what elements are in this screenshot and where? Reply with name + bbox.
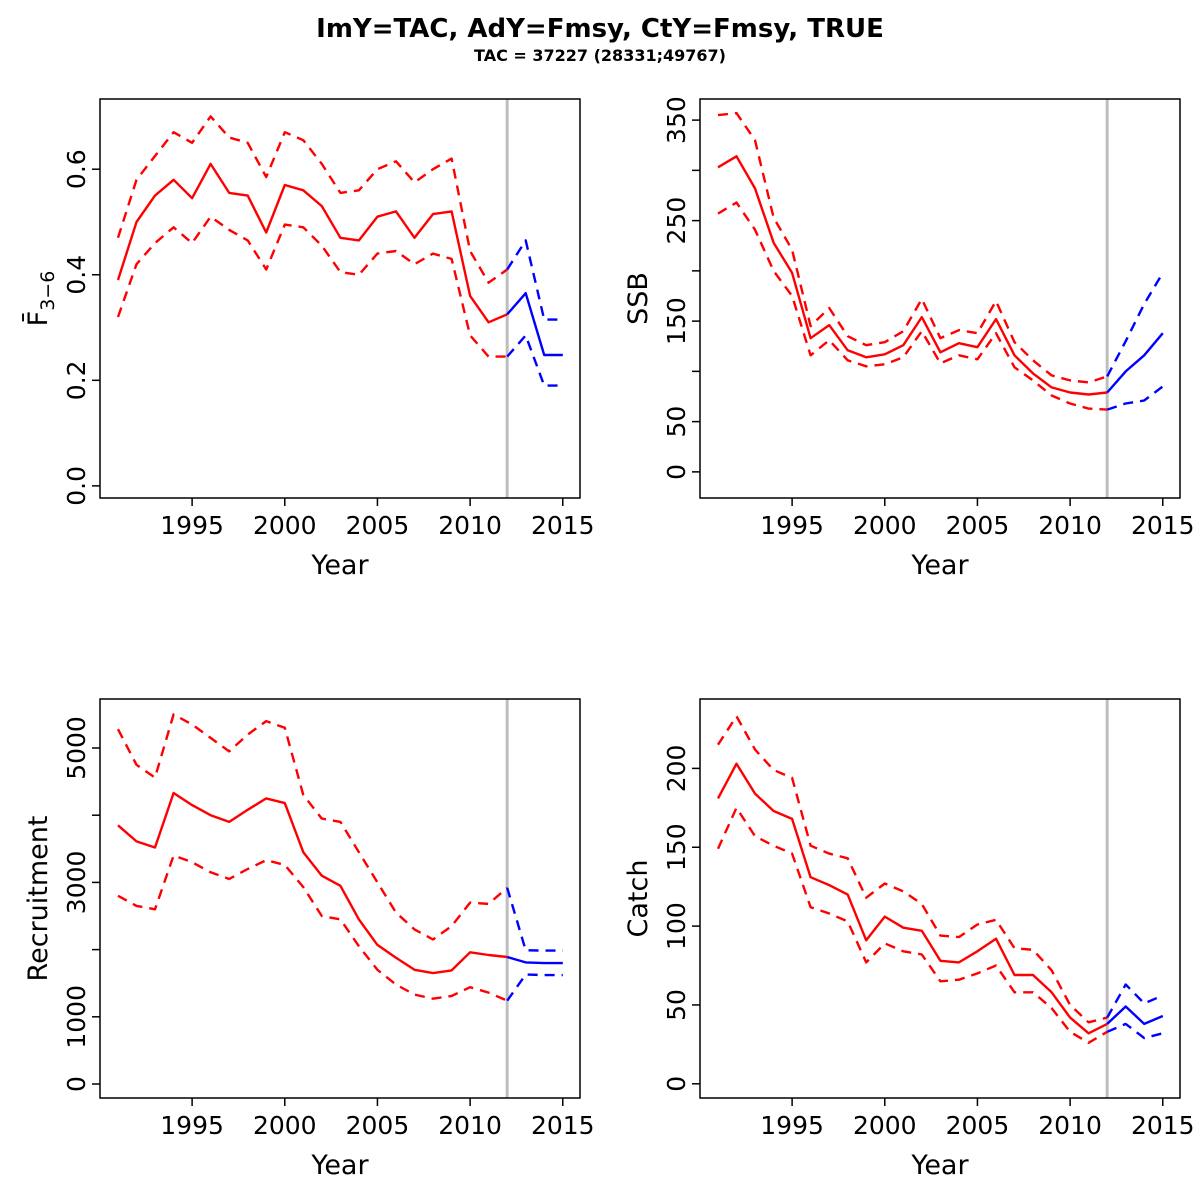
y-axis-tick-label: 0.0 bbox=[62, 466, 91, 506]
y-axis-tick-label: 0.4 bbox=[62, 255, 91, 295]
y-axis-tick-label: 50 bbox=[662, 989, 691, 1021]
x-axis-tick-label: 1995 bbox=[760, 511, 824, 540]
panel-recruitment: 1995 2000 2005 2010 2015 0 1000 3000 5000 Year Rec… bbox=[23, 698, 595, 1181]
x-axis-tick-label: 2005 bbox=[346, 511, 410, 540]
y-axis-tick-label: 150 bbox=[662, 823, 691, 871]
series-ci-lower-projection bbox=[506, 973, 563, 1002]
y-axis-tick-label: 3000 bbox=[62, 851, 91, 915]
figure-title: ImY=TAC, AdY=Fmsy, CtY=Fmsy, TRUE bbox=[316, 14, 884, 44]
series-ci-lower-historical bbox=[716, 806, 1108, 1045]
x-axis-tick-label: 2015 bbox=[1131, 511, 1195, 540]
panel-fbar: 1995 2000 2005 2010 2015 0.0 0.2 0.4 0.6 Year F̄3−… bbox=[22, 98, 595, 581]
x-axis-tick-label: 2010 bbox=[1038, 1111, 1102, 1140]
x-axis-tick-label: 2000 bbox=[253, 1111, 317, 1140]
x-axis-title: Year bbox=[310, 1150, 369, 1181]
y-axis-tick-label: 0 bbox=[662, 1076, 691, 1092]
x-axis-tick-label: 2000 bbox=[253, 511, 317, 540]
x-axis-tick-label: 1995 bbox=[160, 511, 224, 540]
series-median-historical bbox=[117, 791, 508, 975]
x-axis-tick-label: 2000 bbox=[853, 511, 917, 540]
x-axis-tick-label: 2005 bbox=[946, 511, 1010, 540]
y-axis-title: Catch bbox=[623, 860, 654, 938]
y-axis-tick-label: 0 bbox=[62, 1076, 91, 1092]
y-axis-title: Recruitment bbox=[23, 816, 54, 982]
series-ci-lower-historical bbox=[116, 215, 508, 358]
x-axis-title: Year bbox=[910, 550, 969, 581]
series-ci-lower-projection bbox=[1106, 385, 1164, 411]
x-axis-tick-label: 2015 bbox=[531, 511, 595, 540]
y-axis-tick-label: 0 bbox=[662, 464, 691, 480]
x-axis-tick-label: 2010 bbox=[438, 1111, 502, 1140]
series-ci-lower-projection bbox=[506, 334, 563, 387]
y-axis-tick-label: 150 bbox=[662, 297, 691, 345]
x-axis-tick-label: 2010 bbox=[1038, 511, 1102, 540]
series-ci-upper-historical bbox=[116, 115, 508, 284]
y-axis-tick-label: 100 bbox=[662, 902, 691, 950]
y-axis-tick-label: 1000 bbox=[62, 985, 91, 1049]
y-axis-tick-label: 50 bbox=[662, 406, 691, 438]
panel-ssb: 1995 2000 2005 2010 2015 0 50 150 250 350 Year SSB bbox=[623, 96, 1195, 581]
plot-box bbox=[99, 698, 581, 1099]
series-ci-lower-historical bbox=[117, 854, 508, 1002]
y-axis-tick-label: 200 bbox=[662, 745, 691, 793]
y-axis-title: F̄3−6 bbox=[22, 271, 59, 327]
x-axis-tick-label: 2005 bbox=[346, 1111, 410, 1140]
y-axis-tick-label: 5000 bbox=[62, 716, 91, 780]
series-ci-lower-projection bbox=[1106, 1022, 1164, 1040]
series-ci-upper-projection bbox=[1106, 983, 1164, 1019]
series-ci-upper-historical bbox=[116, 713, 508, 941]
series-median-projection bbox=[506, 955, 563, 965]
x-axis-tick-label: 1995 bbox=[760, 1111, 824, 1140]
series-median-projection bbox=[1106, 1005, 1164, 1026]
series-median-historical bbox=[116, 162, 508, 324]
plot-box bbox=[699, 98, 1181, 499]
x-axis-tick-label: 2015 bbox=[1131, 1111, 1195, 1140]
y-axis-tick-label: 250 bbox=[662, 197, 691, 245]
plot-box bbox=[699, 698, 1181, 1099]
series-ci-lower-historical bbox=[717, 201, 1108, 411]
series-ci-upper-historical bbox=[716, 715, 1108, 1024]
plot-box bbox=[99, 98, 581, 499]
x-axis-tick-label: 2010 bbox=[438, 511, 502, 540]
series-ci-upper-projection bbox=[506, 239, 563, 321]
series-ci-upper-projection bbox=[1106, 272, 1164, 377]
y-axis-tick-label: 0.2 bbox=[62, 360, 91, 400]
x-axis-tick-label: 2005 bbox=[946, 1111, 1010, 1140]
series-median-historical bbox=[716, 762, 1108, 1035]
figure-subtitle: TAC = 37227 (28331;49767) bbox=[474, 46, 726, 65]
series-median-projection bbox=[1106, 332, 1164, 394]
y-axis-tick-label: 350 bbox=[662, 96, 691, 144]
series-median-projection bbox=[506, 292, 563, 357]
y-axis-title: SSB bbox=[623, 272, 654, 325]
x-axis-tick-label: 1995 bbox=[160, 1111, 224, 1140]
series-ci-upper-projection bbox=[506, 887, 563, 952]
x-axis-title: Year bbox=[910, 1150, 969, 1181]
panel-catch: 1995 2000 2005 2010 2015 0 50 100 150 200 Year Catc… bbox=[623, 698, 1195, 1181]
y-axis-tick-label: 0.6 bbox=[62, 149, 91, 189]
x-axis-tick-label: 2000 bbox=[853, 1111, 917, 1140]
x-axis-title: Year bbox=[310, 550, 369, 581]
x-axis-tick-label: 2015 bbox=[531, 1111, 595, 1140]
series-median-historical bbox=[717, 155, 1108, 396]
